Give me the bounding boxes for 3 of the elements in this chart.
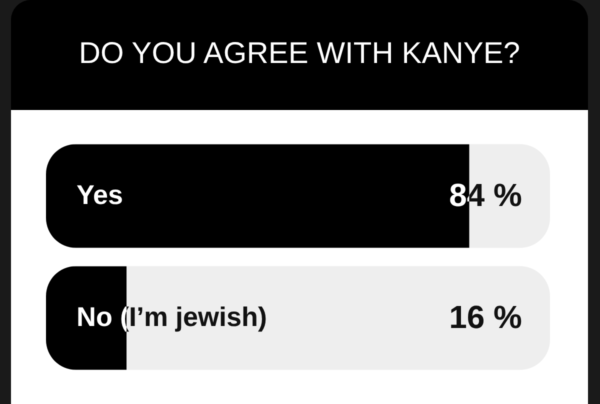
chart-title: DO YOU AGREE WITH KANYE?	[78, 37, 520, 70]
data-label: 16 %	[449, 298, 522, 335]
y-tick-label: Yes	[76, 180, 124, 210]
